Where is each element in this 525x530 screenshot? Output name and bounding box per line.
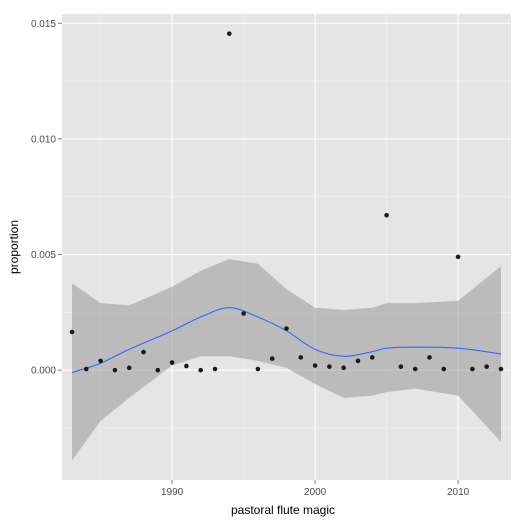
smooth-line-layer <box>71 307 502 373</box>
y-tick-label: 0.010 <box>31 134 56 145</box>
confidence-ribbon <box>72 259 501 461</box>
data-point <box>255 366 261 372</box>
x-axis: 1990 2000 2010 <box>161 480 470 498</box>
y-axis: 0.000 0.005 0.010 0.015 <box>31 19 62 377</box>
data-point <box>112 367 118 373</box>
data-point <box>369 355 375 360</box>
data-point <box>398 364 404 369</box>
data-point <box>284 326 289 331</box>
point-layer <box>69 31 504 373</box>
data-point <box>484 364 489 369</box>
smooth-line <box>71 307 502 373</box>
x-axis-title: pastoral flute magic <box>231 503 335 517</box>
data-point <box>98 358 103 364</box>
data-point <box>498 366 504 372</box>
data-point <box>384 212 389 218</box>
data-point <box>455 254 461 260</box>
confidence-ribbon-layer <box>72 259 501 461</box>
y-tick-label: 0.000 <box>31 366 56 377</box>
data-point <box>84 366 89 372</box>
data-point <box>69 329 75 335</box>
x-tick-label: 2000 <box>304 487 327 498</box>
y-tick-label: 0.015 <box>31 19 56 30</box>
data-point <box>355 358 361 364</box>
data-point <box>126 365 132 371</box>
data-point <box>470 366 475 372</box>
data-point <box>269 356 275 361</box>
data-point <box>241 311 246 316</box>
data-point <box>155 367 161 373</box>
data-point <box>312 363 318 368</box>
data-point <box>427 355 432 360</box>
data-point <box>169 360 175 365</box>
data-point <box>227 31 232 36</box>
data-point <box>141 349 146 355</box>
x-tick-label: 2010 <box>447 487 470 498</box>
data-point <box>198 367 204 373</box>
data-point <box>412 366 418 372</box>
data-point <box>212 366 218 372</box>
data-point <box>341 365 346 371</box>
x-tick-label: 1990 <box>161 487 184 498</box>
y-tick-label: 0.005 <box>31 250 56 261</box>
data-point <box>298 355 304 360</box>
plot-panel <box>62 14 511 480</box>
data-point <box>441 366 447 372</box>
data-point <box>327 364 332 369</box>
data-point <box>184 363 189 369</box>
y-axis-title: proportion <box>7 220 21 274</box>
